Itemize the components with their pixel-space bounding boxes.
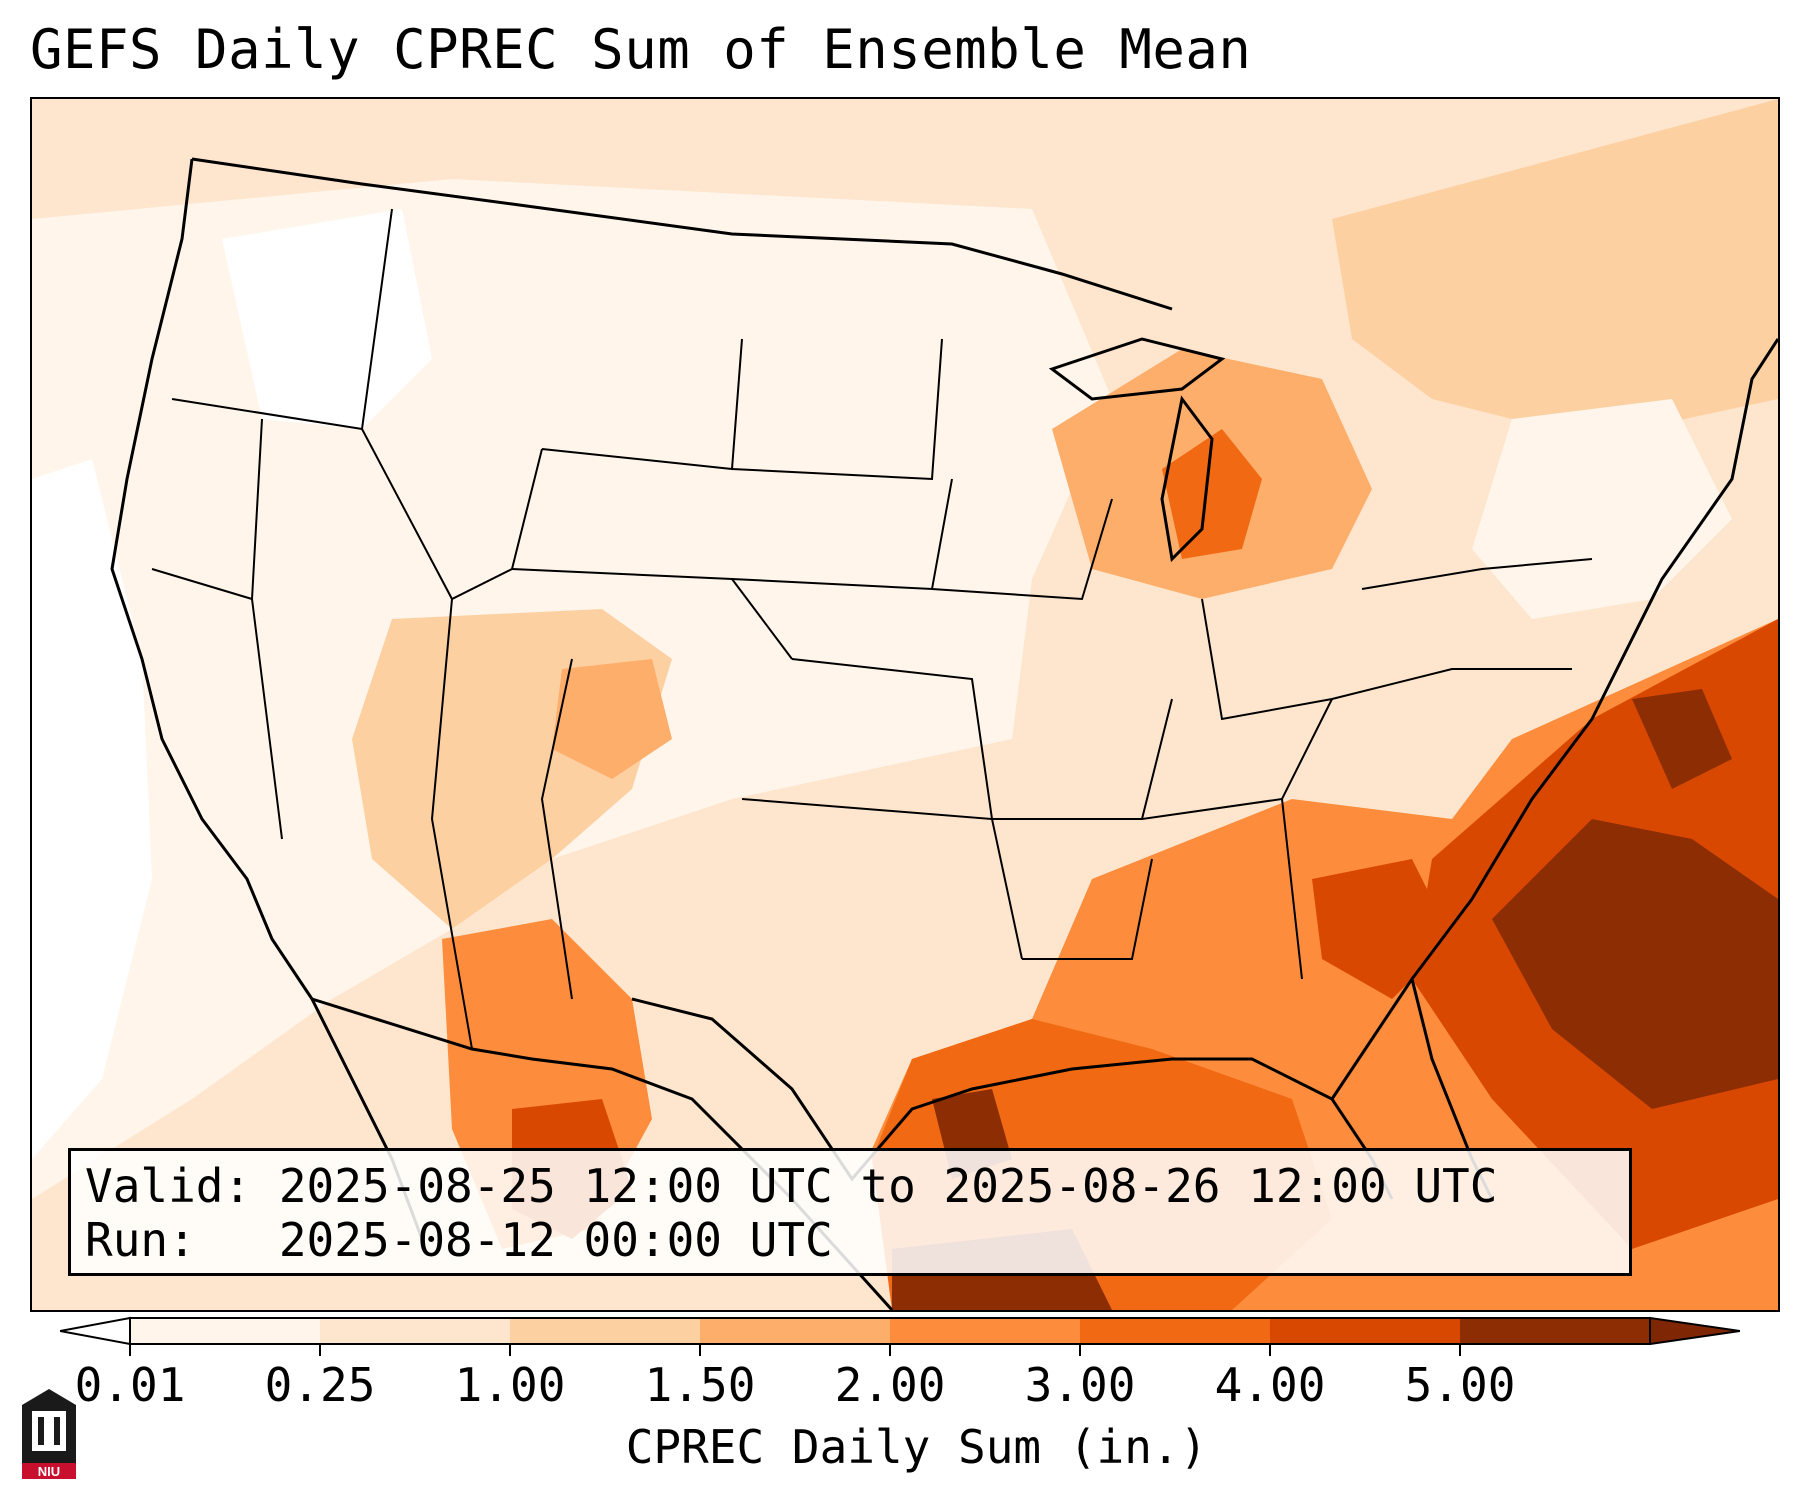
lake-superior	[1048, 337, 1226, 401]
map-panel	[30, 97, 1780, 1312]
colorbar-tick-label: 1.50	[644, 1358, 756, 1412]
svg-text:NIU: NIU	[38, 1464, 60, 1479]
colorbar-tick-mark	[129, 1344, 131, 1356]
us-canada-border	[191, 157, 1173, 311]
valid-time-text: Valid: 2025-08-25 12:00 UTC to 2025-08-2…	[85, 1159, 1498, 1213]
colorbar-tick-label: 5.00	[1404, 1358, 1516, 1412]
niu-logo: NIU	[22, 1389, 76, 1479]
colorbar	[60, 1316, 1740, 1346]
colorbar-label: CPREC Daily Sum (in.)	[625, 1420, 1208, 1474]
colorbar-tick-label: 1.00	[454, 1358, 566, 1412]
colorbar-segment	[890, 1318, 1081, 1344]
precipitation-map	[32, 99, 1778, 1310]
colorbar-segment	[320, 1318, 511, 1344]
colorbar-over-arrow	[1649, 1316, 1740, 1346]
east-coast	[1410, 338, 1778, 980]
colorbar-tick-label: 0.01	[74, 1358, 186, 1412]
colorbar-segment	[1460, 1318, 1651, 1344]
colorado-core	[552, 659, 672, 779]
michigan-core	[1162, 429, 1262, 559]
dry-pacific	[32, 459, 152, 1159]
colorbar-tick-mark	[319, 1344, 321, 1356]
run-time-text: Run: 2025-08-12 00:00 UTC	[85, 1213, 833, 1267]
colorbar-tick-mark	[1269, 1344, 1271, 1356]
state-lines	[151, 208, 1593, 1050]
colorbar-tick-label: 0.25	[264, 1358, 376, 1412]
colorbar-tick-mark	[1079, 1344, 1081, 1356]
map-title: GEFS Daily CPREC Sum of Ensemble Mean	[30, 18, 1252, 81]
colorbar-segment	[510, 1318, 701, 1344]
colorbar-segment	[130, 1318, 321, 1344]
colorbar-under-arrow	[60, 1316, 131, 1346]
georgia-heavy	[1312, 859, 1452, 999]
colorbar-segment	[1080, 1318, 1271, 1344]
dry-northwest	[222, 209, 432, 429]
colorbar-tick-label: 3.00	[1024, 1358, 1136, 1412]
atlantic-max-2	[1632, 689, 1732, 789]
valid-run-info-box: Valid: 2025-08-25 12:00 UTC to 2025-08-2…	[68, 1148, 1632, 1276]
colorbar-tick-label: 4.00	[1214, 1358, 1326, 1412]
colorbar-tick-mark	[889, 1344, 891, 1356]
canada-east-precip	[1332, 99, 1778, 439]
colorbar-tick-mark	[509, 1344, 511, 1356]
colorbar-tick-label: 2.00	[834, 1358, 946, 1412]
colorbar-tick-mark	[699, 1344, 701, 1356]
colorbar-segment	[1270, 1318, 1461, 1344]
gulf-coast	[631, 997, 1394, 1200]
colorbar-segment	[700, 1318, 891, 1344]
lake-michigan	[1160, 395, 1214, 563]
atlantic-max	[1492, 819, 1778, 1109]
us-west-coast	[110, 158, 314, 1000]
colorbar-tick-mark	[1459, 1344, 1461, 1356]
